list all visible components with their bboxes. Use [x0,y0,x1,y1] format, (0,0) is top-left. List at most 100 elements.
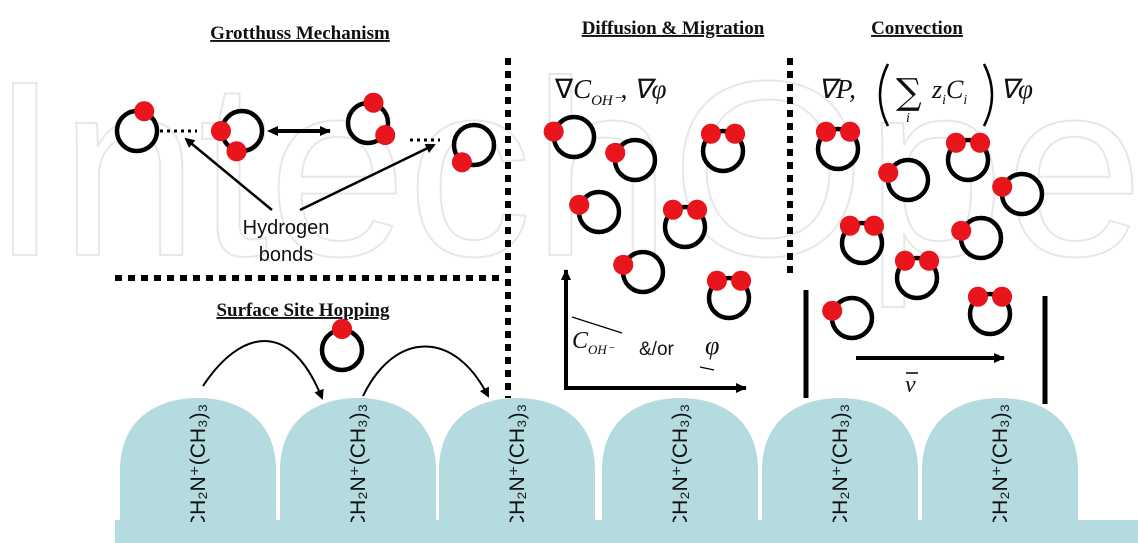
convection-potential-gradient: ∇φ [1000,74,1033,104]
atom [543,121,564,142]
atom [822,300,843,321]
diffusion-panel: ∇COH⁻, ∇φ COH⁻ &/or φ [543,74,752,393]
atom [134,101,155,122]
hydrogen-bonds-label-line1: Hydrogen [243,217,330,239]
atom [613,254,634,275]
atom [363,92,384,113]
axis-label-andor: &/or [639,339,675,360]
surface-site: CH₂N⁺(CH₃)₃ [762,398,918,530]
site-dome [280,398,436,530]
ion-diffusion-6 [613,249,666,295]
ion-diffusion-4 [569,189,622,235]
ion-diffusion-5 [662,199,708,250]
surface-site: CH₂N⁺(CH₃)₃ [439,398,595,530]
paren-left [878,63,890,127]
sum-index: i [906,111,910,126]
ion-grotthuss-2 [211,108,265,162]
atom [211,121,231,141]
pointer-arrow-right [299,143,436,212]
grotthuss-title: Grotthuss Mechanism [210,23,390,44]
hop-arrow-right [362,345,489,398]
axis-label-overbar [571,316,623,334]
atom [226,141,247,162]
membrane-surface: CH₂N⁺(CH₃)₃ CH₂N⁺(CH₃)₃ CH₂N⁺(CH₃)₃ CH₂N⁺(C… [115,398,1138,543]
convection-title: Convection [871,18,963,39]
surface-hopping-panel [202,319,489,400]
surface-hopping-title: Surface Site Hopping [216,300,390,321]
atom [662,199,683,220]
atom [919,250,940,271]
atom [945,132,966,153]
ion-diffusion-3 [700,123,746,174]
site-label: CH₂N⁺(CH₃)₃ [989,404,1012,530]
atom [605,142,626,163]
atom [700,123,721,144]
ion-convection-2 [878,157,931,203]
atom [840,121,861,142]
site-dome [922,398,1078,530]
atom [878,162,899,183]
surface-site: CH₂N⁺(CH₃)₃ [120,398,276,530]
atom [970,132,991,153]
convection-panel: ∇P, ∑ i ziCi ∇φ v [803,63,1048,404]
axis-label-potential: φ [705,331,719,360]
ion-convection-9 [967,286,1013,337]
surface-site: CH₂N⁺(CH₃)₃ [922,398,1078,530]
atom [731,270,752,291]
site-label: CH₂N⁺(CH₃)₃ [829,404,852,530]
ion-diffusion-1 [543,114,597,160]
surface-site: CH₂N⁺(CH₃)₃ [602,398,758,530]
hydrogen-bonds-label-line2: bonds [259,244,314,266]
site-label: CH₂N⁺(CH₃)₃ [187,404,210,530]
grotthuss-panel: Hydrogen bonds [114,92,497,266]
sum-symbol: ∑ [896,72,922,113]
velocity-label: v [905,372,916,398]
atom [687,199,708,220]
atom [569,194,590,215]
surface-site: CH₂N⁺(CH₃)₃ [280,398,436,530]
ion-grotthuss-3 [345,92,396,146]
atom [706,270,727,291]
ion-convection-8 [822,295,875,341]
ion-grotthuss-1 [114,101,160,154]
axis-label-concentration: COH⁻ [572,328,615,357]
atom [451,152,472,173]
atom [992,176,1013,197]
pointer-arrow-left [184,137,273,211]
atom [725,123,746,144]
atom [894,250,915,271]
ion-hopping [319,319,365,373]
site-label: CH₂N⁺(CH₃)₃ [669,404,692,530]
membrane-base-top [115,522,1138,543]
convection-pressure-gradient: ∇P, [818,74,856,104]
ion-convection-6 [951,215,1004,261]
ion-convection-4 [992,171,1045,217]
atom [375,125,396,146]
ion-diffusion-2 [605,137,658,183]
atom [951,220,972,241]
ion-diffusion-7 [706,270,752,321]
potential-tick [699,366,715,371]
ion-convection-5 [839,215,885,266]
diffusion-title: Diffusion & Migration [582,18,765,39]
site-dome [602,398,758,530]
site-dome [762,398,918,530]
atom [967,286,988,307]
site-label: CH₂N⁺(CH₃)₃ [506,404,529,530]
site-dome [120,398,276,530]
hop-arrow-left [202,340,324,400]
paren-right [982,63,994,127]
atom [864,215,885,236]
atom [839,215,860,236]
sum-term: ziCi [931,75,967,108]
atom [332,319,352,339]
diffusion-gradient-formula: ∇COH⁻, ∇φ [554,74,666,109]
site-dome [439,398,595,530]
ion-grotthuss-4 [451,122,497,173]
ion-convection-7 [894,250,940,301]
atom [815,121,836,142]
ion-convection-3 [945,132,991,183]
site-label: CH₂N⁺(CH₃)₃ [347,404,370,530]
ion-convection-1 [815,121,861,172]
